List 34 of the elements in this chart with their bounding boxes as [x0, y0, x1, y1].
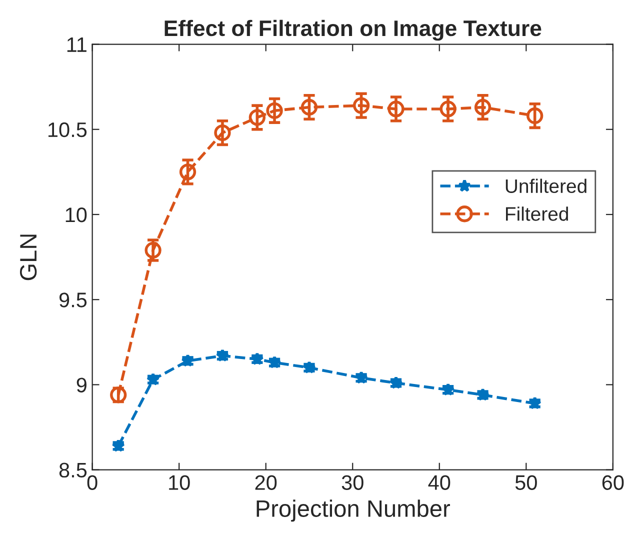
y-axis-title: GLN — [20, 234, 37, 280]
point — [474, 98, 492, 116]
point — [181, 354, 194, 367]
legend-label: Filtered — [506, 206, 568, 221]
point — [354, 370, 368, 384]
point — [266, 102, 283, 119]
x-tick-label: 10 — [169, 475, 190, 490]
x-tick-label: 60 — [602, 475, 624, 490]
point — [388, 100, 404, 118]
point — [476, 388, 490, 401]
point — [528, 396, 542, 410]
x-tick-label: 20 — [255, 475, 277, 490]
x-tick-label: 40 — [428, 475, 450, 490]
point — [179, 164, 196, 180]
point — [144, 242, 162, 259]
y-tick-label: 10 — [66, 207, 87, 222]
x-tick-label: 50 — [515, 475, 537, 490]
point — [248, 109, 266, 126]
x-axis-title: Projection Number — [256, 500, 450, 522]
y-tick-label: 9.5 — [59, 292, 87, 308]
point — [352, 97, 370, 114]
legend-label: Unfiltered — [506, 178, 586, 194]
y-tick-label: 8.5 — [59, 462, 87, 478]
x-tick-label: 30 — [342, 475, 364, 490]
point — [441, 382, 455, 396]
x-tick-label: 0 — [87, 475, 98, 490]
point — [526, 107, 544, 124]
y-tick-label: 10.5 — [48, 122, 87, 138]
point — [300, 98, 318, 116]
point — [440, 100, 456, 118]
chart-title: Effect of Filtration on Image Texture — [164, 20, 542, 41]
y-tick-label: 9 — [76, 378, 86, 392]
y-tick-label: 11 — [67, 37, 86, 52]
point — [214, 124, 231, 142]
